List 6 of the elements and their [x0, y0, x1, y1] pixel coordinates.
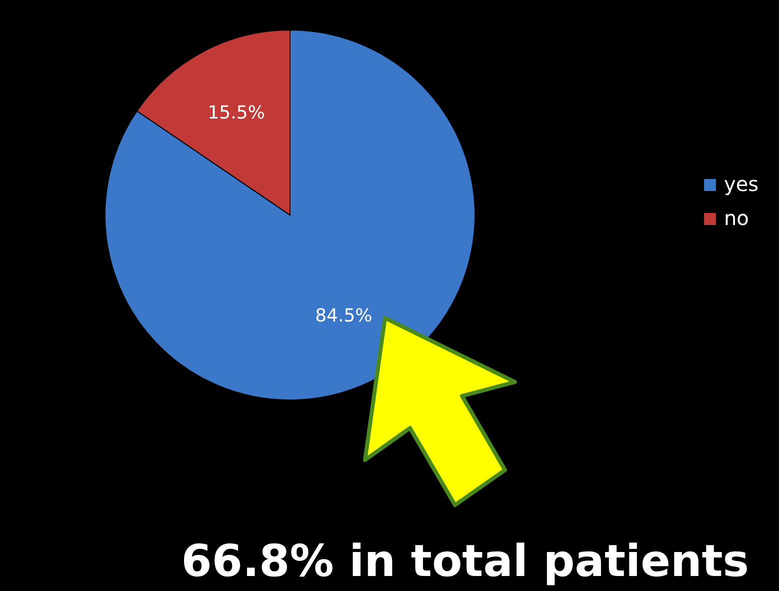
- legend-label: no: [724, 206, 749, 230]
- data-label: 84.5%: [315, 305, 372, 326]
- text: 66.8% in total patients: [180, 536, 749, 587]
- pie-slice: [104, 30, 476, 400]
- legend-label: yes: [724, 172, 759, 196]
- data-label: 15.5%: [208, 102, 265, 124]
